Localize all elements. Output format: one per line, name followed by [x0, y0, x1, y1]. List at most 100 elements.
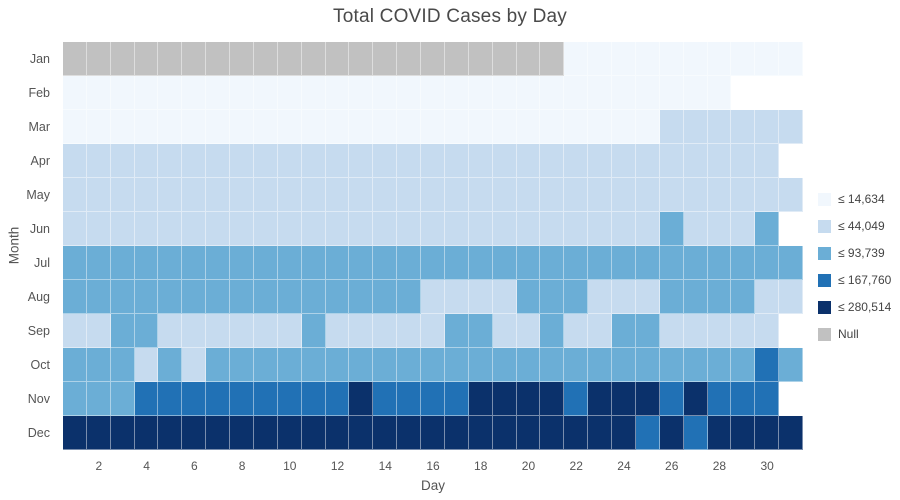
heatmap-cell-feb-4[interactable]: [134, 76, 159, 110]
heatmap-cell-jun-20[interactable]: [516, 212, 541, 246]
heatmap-cell-dec-24[interactable]: [612, 416, 636, 450]
heatmap-cell-oct-31[interactable]: [779, 348, 803, 382]
heatmap-cell-dec-12[interactable]: [325, 416, 350, 450]
heatmap-cell-aug-21[interactable]: [540, 280, 565, 314]
heatmap-cell-oct-26[interactable]: [659, 348, 684, 382]
heatmap-cell-jan-9[interactable]: [253, 42, 278, 76]
heatmap-cell-apr-21[interactable]: [540, 144, 565, 178]
legend-item-4[interactable]: ≤ 280,514: [818, 300, 891, 314]
heatmap-cell-feb-15[interactable]: [397, 76, 422, 110]
heatmap-cell-feb-14[interactable]: [373, 76, 398, 110]
heatmap-cell-sep-28[interactable]: [707, 314, 732, 348]
heatmap-cell-mar-8[interactable]: [230, 110, 254, 144]
heatmap-cell-may-3[interactable]: [110, 178, 135, 212]
heatmap-cell-dec-20[interactable]: [516, 416, 541, 450]
heatmap-cell-may-18[interactable]: [468, 178, 493, 212]
heatmap-cell-feb-19[interactable]: [492, 76, 517, 110]
heatmap-cell-may-22[interactable]: [564, 178, 589, 212]
heatmap-cell-apr-6[interactable]: [182, 144, 207, 178]
heatmap-cell-apr-27[interactable]: [683, 144, 708, 178]
heatmap-cell-jun-25[interactable]: [635, 212, 660, 246]
heatmap-cell-may-23[interactable]: [588, 178, 613, 212]
heatmap-cell-aug-22[interactable]: [564, 280, 589, 314]
heatmap-cell-sep-25[interactable]: [635, 314, 660, 348]
heatmap-cell-oct-6[interactable]: [182, 348, 207, 382]
heatmap-cell-dec-15[interactable]: [397, 416, 422, 450]
legend-item-5[interactable]: Null: [818, 327, 891, 341]
heatmap-cell-aug-2[interactable]: [86, 280, 111, 314]
heatmap-cell-apr-18[interactable]: [468, 144, 493, 178]
heatmap-cell-apr-10[interactable]: [277, 144, 302, 178]
heatmap-cell-may-10[interactable]: [277, 178, 302, 212]
heatmap-cell-oct-10[interactable]: [277, 348, 302, 382]
heatmap-cell-nov-11[interactable]: [301, 382, 326, 416]
heatmap-cell-apr-16[interactable]: [421, 144, 445, 178]
heatmap-cell-oct-19[interactable]: [492, 348, 517, 382]
heatmap-cell-nov-9[interactable]: [253, 382, 278, 416]
heatmap-cell-oct-1[interactable]: [63, 348, 87, 382]
heatmap-cell-jul-11[interactable]: [301, 246, 326, 280]
heatmap-cell-feb-18[interactable]: [468, 76, 493, 110]
heatmap-cell-jul-20[interactable]: [516, 246, 541, 280]
heatmap-cell-oct-15[interactable]: [397, 348, 422, 382]
heatmap-cell-jun-29[interactable]: [731, 212, 756, 246]
heatmap-cell-feb-5[interactable]: [158, 76, 183, 110]
heatmap-cell-jul-29[interactable]: [731, 246, 756, 280]
heatmap-cell-jul-10[interactable]: [277, 246, 302, 280]
heatmap-cell-feb-24[interactable]: [612, 76, 636, 110]
heatmap-cell-aug-24[interactable]: [612, 280, 636, 314]
heatmap-cell-aug-16[interactable]: [421, 280, 445, 314]
heatmap-cell-apr-26[interactable]: [659, 144, 684, 178]
heatmap-cell-aug-5[interactable]: [158, 280, 183, 314]
heatmap-cell-jun-24[interactable]: [612, 212, 636, 246]
heatmap-cell-feb-16[interactable]: [421, 76, 445, 110]
heatmap-cell-may-7[interactable]: [206, 178, 231, 212]
heatmap-cell-jan-20[interactable]: [516, 42, 541, 76]
heatmap-cell-jun-5[interactable]: [158, 212, 183, 246]
heatmap-cell-sep-2[interactable]: [86, 314, 111, 348]
heatmap-cell-aug-18[interactable]: [468, 280, 493, 314]
heatmap-cell-dec-14[interactable]: [373, 416, 398, 450]
heatmap-cell-sep-4[interactable]: [134, 314, 159, 348]
heatmap-cell-jun-1[interactable]: [63, 212, 87, 246]
heatmap-cell-sep-23[interactable]: [588, 314, 613, 348]
heatmap-cell-apr-11[interactable]: [301, 144, 326, 178]
heatmap-cell-oct-5[interactable]: [158, 348, 183, 382]
heatmap-cell-sep-11[interactable]: [301, 314, 326, 348]
heatmap-cell-nov-17[interactable]: [444, 382, 469, 416]
heatmap-cell-sep-29[interactable]: [731, 314, 756, 348]
heatmap-cell-dec-3[interactable]: [110, 416, 135, 450]
heatmap-cell-jan-4[interactable]: [134, 42, 159, 76]
heatmap-cell-may-16[interactable]: [421, 178, 445, 212]
heatmap-cell-may-8[interactable]: [230, 178, 254, 212]
heatmap-cell-mar-24[interactable]: [612, 110, 636, 144]
heatmap-cell-oct-30[interactable]: [755, 348, 780, 382]
heatmap-cell-jun-13[interactable]: [349, 212, 374, 246]
heatmap-cell-sep-12[interactable]: [325, 314, 350, 348]
heatmap-cell-jul-4[interactable]: [134, 246, 159, 280]
heatmap-cell-feb-9[interactable]: [253, 76, 278, 110]
heatmap-cell-nov-12[interactable]: [325, 382, 350, 416]
heatmap-cell-jan-8[interactable]: [230, 42, 254, 76]
heatmap-cell-nov-18[interactable]: [468, 382, 493, 416]
heatmap-cell-jun-21[interactable]: [540, 212, 565, 246]
heatmap-cell-jul-7[interactable]: [206, 246, 231, 280]
heatmap-cell-mar-19[interactable]: [492, 110, 517, 144]
heatmap-cell-sep-26[interactable]: [659, 314, 684, 348]
heatmap-cell-feb-6[interactable]: [182, 76, 207, 110]
heatmap-cell-may-31[interactable]: [779, 178, 803, 212]
heatmap-cell-jul-3[interactable]: [110, 246, 135, 280]
heatmap-cell-oct-7[interactable]: [206, 348, 231, 382]
heatmap-cell-nov-28[interactable]: [707, 382, 732, 416]
heatmap-cell-sep-22[interactable]: [564, 314, 589, 348]
heatmap-cell-dec-30[interactable]: [755, 416, 780, 450]
heatmap-cell-nov-25[interactable]: [635, 382, 660, 416]
heatmap-cell-nov-15[interactable]: [397, 382, 422, 416]
heatmap-cell-feb-22[interactable]: [564, 76, 589, 110]
heatmap-cell-dec-28[interactable]: [707, 416, 732, 450]
heatmap-cell-jul-5[interactable]: [158, 246, 183, 280]
heatmap-cell-jul-19[interactable]: [492, 246, 517, 280]
heatmap-cell-may-27[interactable]: [683, 178, 708, 212]
heatmap-cell-nov-21[interactable]: [540, 382, 565, 416]
heatmap-cell-aug-14[interactable]: [373, 280, 398, 314]
